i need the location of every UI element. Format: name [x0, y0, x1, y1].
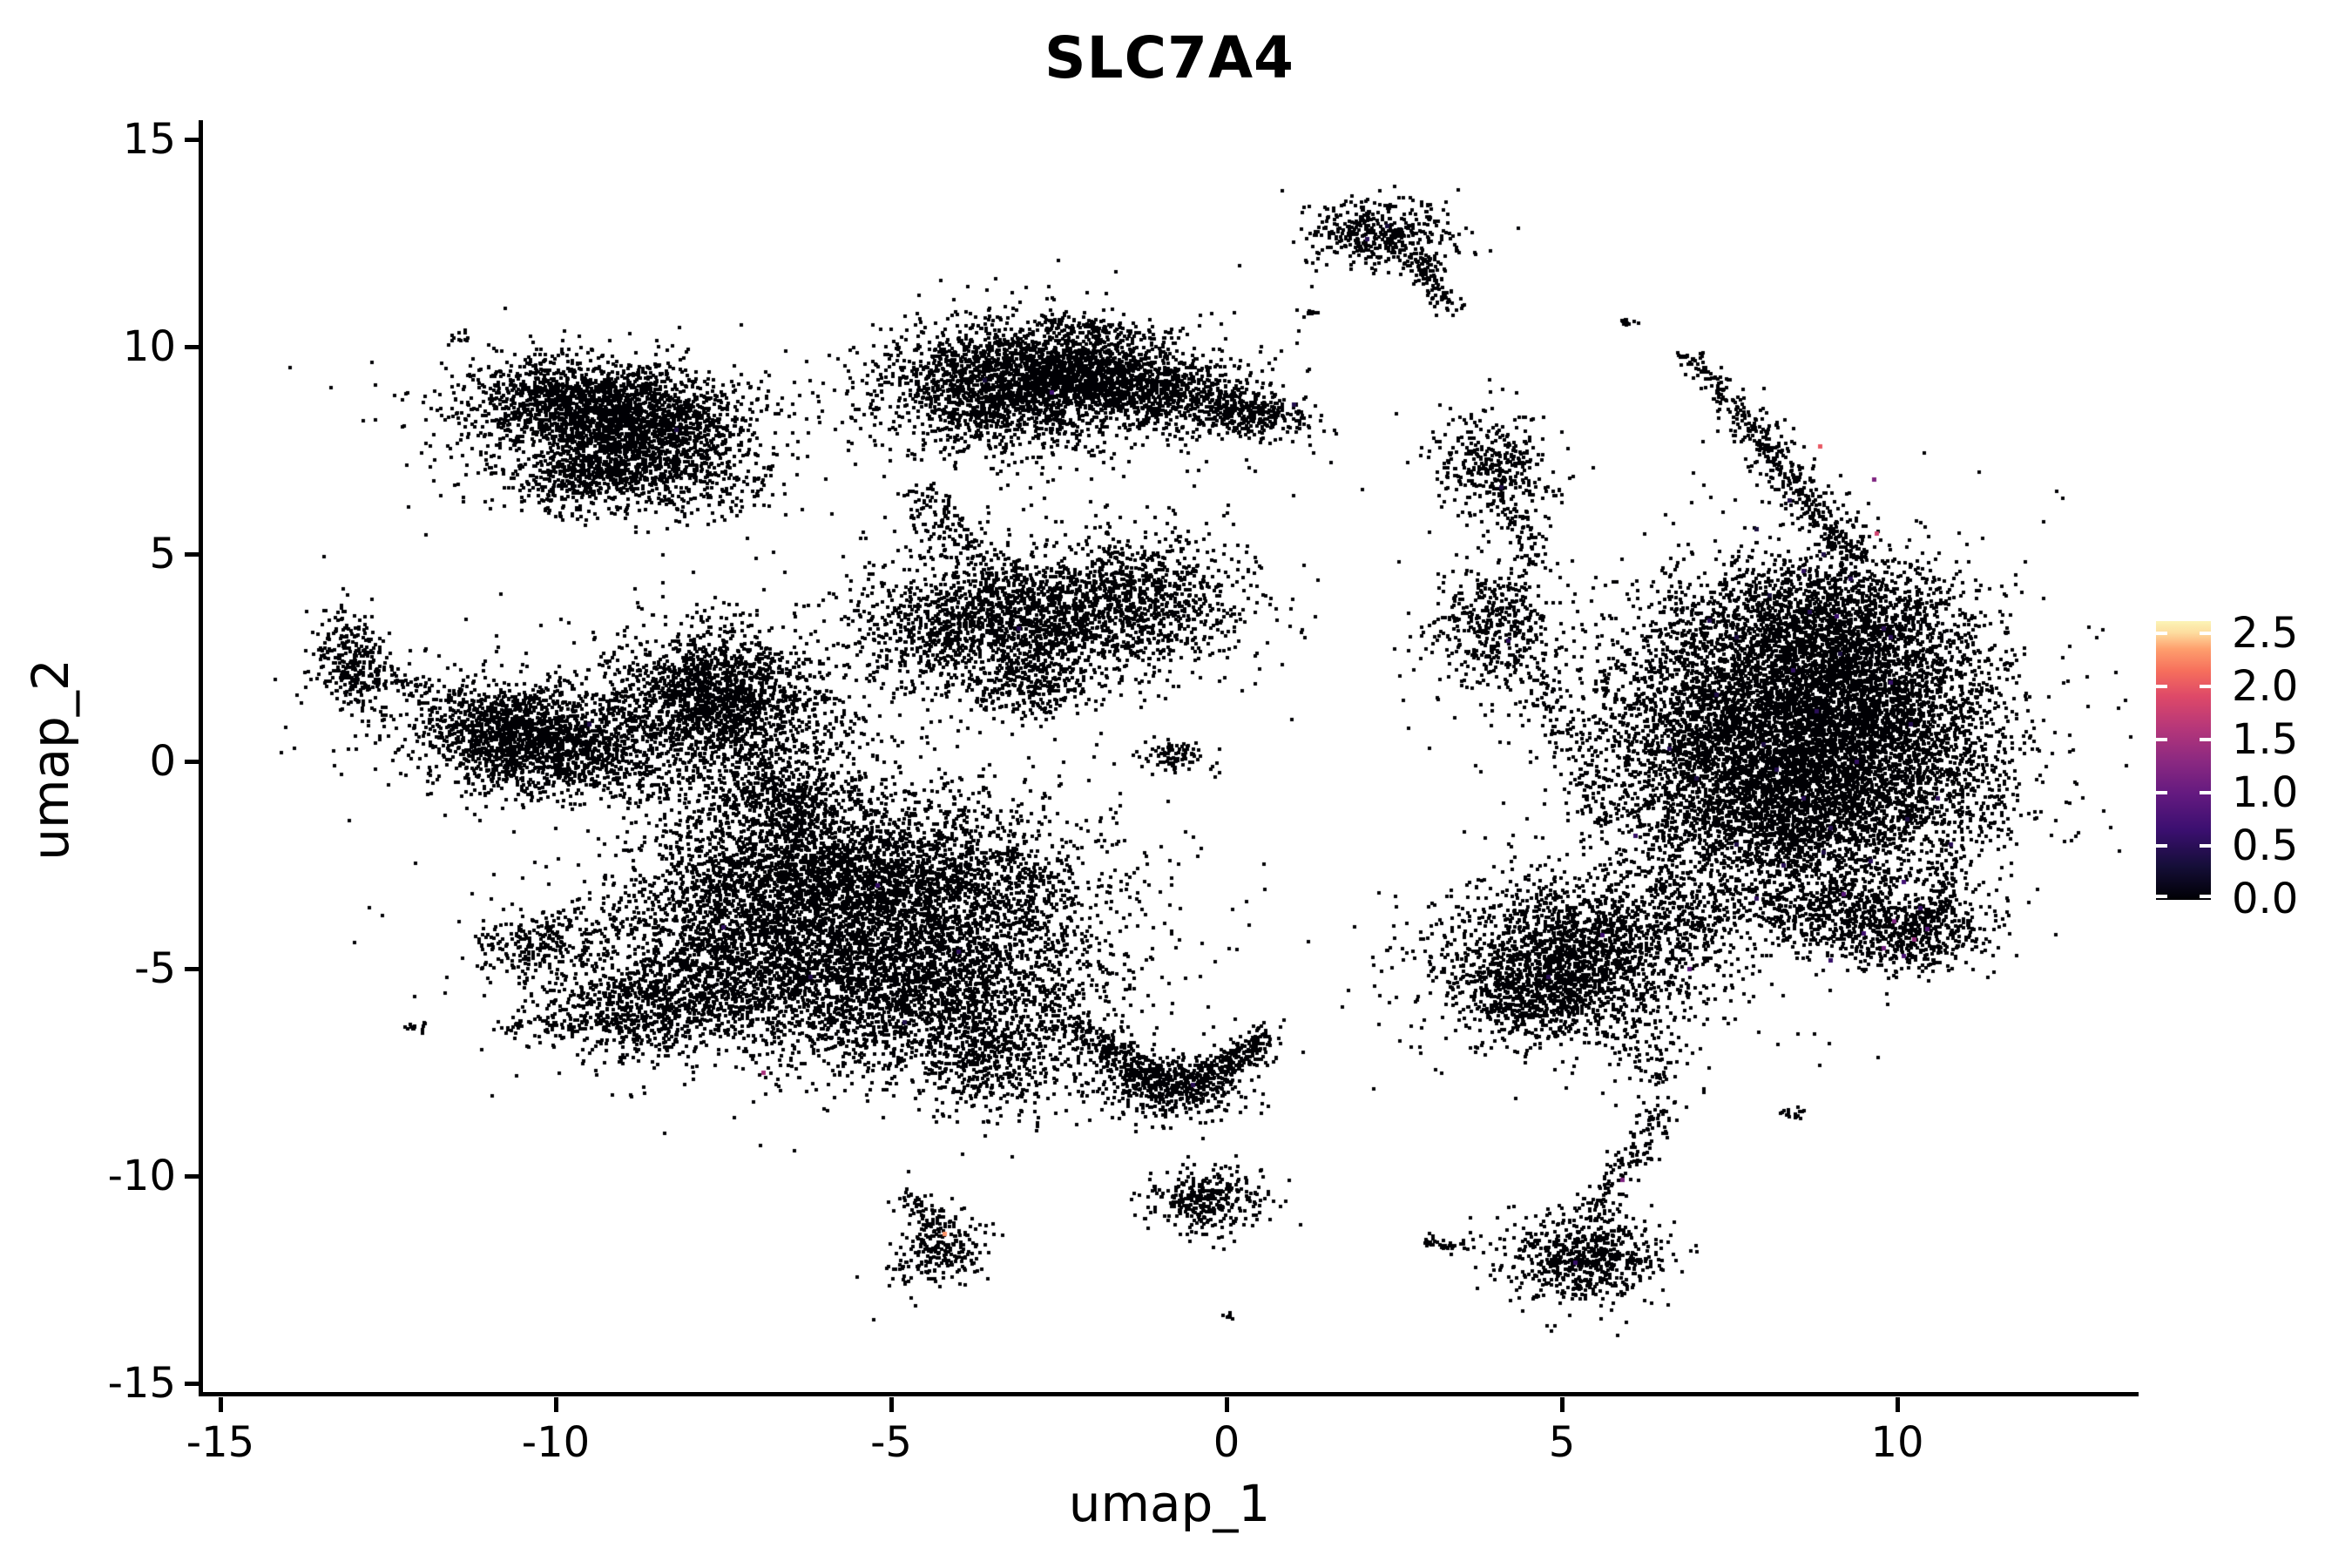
x-tick-label: -5 — [870, 1418, 912, 1467]
x-tick-label: -15 — [186, 1418, 255, 1467]
x-tick-mark — [1225, 1397, 1229, 1412]
scatter-points-canvas — [203, 120, 2137, 1392]
y-tick-mark — [185, 345, 199, 349]
colorbar-tick-mark — [2156, 685, 2167, 688]
colorbar-tick-label: 0.0 — [2232, 875, 2299, 923]
colorbar-tick-label: 1.5 — [2232, 715, 2299, 764]
y-tick-label: -5 — [134, 944, 176, 993]
colorbar-tick-mark — [2156, 895, 2167, 898]
x-tick-label: 10 — [1870, 1418, 1924, 1467]
x-tick-label: -10 — [521, 1418, 591, 1467]
colorbar-tick-label: 2.5 — [2232, 609, 2299, 658]
y-axis-title: umap_2 — [21, 659, 80, 861]
x-tick-mark — [1560, 1397, 1565, 1412]
y-tick-label: 5 — [149, 530, 176, 578]
y-tick-label: 15 — [122, 115, 176, 164]
y-tick-mark — [185, 138, 199, 142]
colorbar-tick-mark — [2200, 632, 2211, 635]
y-tick-label: -10 — [107, 1152, 176, 1200]
y-tick-label: -15 — [107, 1359, 176, 1408]
colorbar-tick-mark — [2156, 738, 2167, 741]
y-tick-mark — [185, 552, 199, 557]
x-tick-mark — [889, 1397, 894, 1412]
plot-area — [199, 120, 2139, 1396]
y-tick-label: 0 — [149, 737, 176, 786]
colorbar-tick-mark — [2200, 791, 2211, 794]
colorbar-tick-label: 1.0 — [2232, 768, 2299, 817]
x-axis-title: umap_1 — [1068, 1474, 1271, 1533]
colorbar-tick-label: 0.5 — [2232, 821, 2299, 870]
colorbar-tick-mark — [2200, 844, 2211, 848]
y-tick-mark — [185, 1382, 199, 1386]
x-tick-label: 0 — [1213, 1418, 1240, 1467]
colorbar-tick-mark — [2200, 685, 2211, 688]
colorbar-tick-mark — [2156, 632, 2167, 635]
colorbar-tick-mark — [2156, 791, 2167, 794]
colorbar — [2156, 621, 2211, 900]
colorbar-tick-mark — [2156, 844, 2167, 848]
x-tick-mark — [554, 1397, 558, 1412]
x-tick-mark — [1896, 1397, 1900, 1412]
y-tick-mark — [185, 760, 199, 764]
y-tick-mark — [185, 1174, 199, 1179]
colorbar-tick-mark — [2200, 895, 2211, 898]
colorbar-tick-label: 2.0 — [2232, 662, 2299, 711]
x-tick-label: 5 — [1548, 1418, 1576, 1467]
x-tick-mark — [219, 1397, 223, 1412]
y-tick-label: 10 — [122, 322, 176, 371]
plot-title: SLC7A4 — [1044, 24, 1294, 91]
y-tick-mark — [185, 967, 199, 971]
colorbar-tick-mark — [2200, 738, 2211, 741]
